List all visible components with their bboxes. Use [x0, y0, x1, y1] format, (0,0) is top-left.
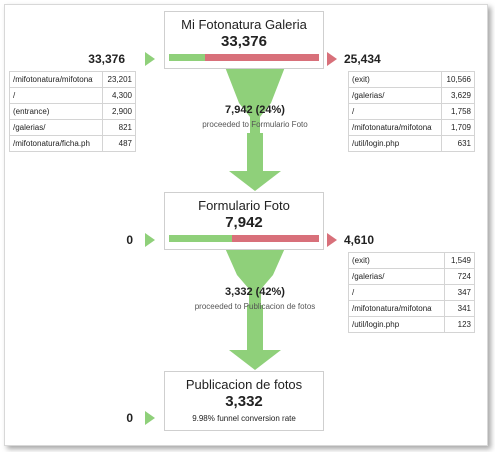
table-row[interactable]: /mifotonatura/ficha.ph 487 [9, 135, 137, 152]
exit-path: /util/login.php [352, 320, 400, 329]
exit-count: 1,709 [440, 119, 476, 136]
exit-bar-segment [205, 54, 319, 61]
exit-path: / [352, 288, 355, 297]
source-path: /mifotonatura/ficha.ph [13, 139, 90, 148]
step-title: Publicacion de fotos [185, 377, 303, 392]
funnel-visualization-panel: Mi Fotonatura Galeria 33,376 33,376 25,4… [4, 4, 488, 446]
funnel-flow-graphics [225, 67, 285, 370]
table-row[interactable]: /galerias/724 [347, 268, 475, 285]
funnel-shape-1 [225, 67, 285, 133]
exit-count: 347 [444, 284, 475, 301]
entered-count: 33,376 [88, 52, 125, 66]
step-value: 3,332 [225, 393, 263, 410]
exit-path: /mifotonatura/mifotonatu [352, 123, 432, 132]
step-box-3[interactable]: Publicacion de fotos 3,332 9.98% funnel … [164, 371, 324, 431]
table-row[interactable]: (exit) 1,549 [347, 252, 475, 269]
proceed-bar-segment [169, 235, 232, 242]
exited-count: 25,434 [344, 52, 381, 66]
exit-path: (exit) [352, 256, 370, 265]
table-row[interactable]: / 4,300 [9, 87, 137, 104]
table-row[interactable]: / 347 [347, 284, 475, 301]
funnel-shape-2 [225, 248, 285, 305]
exit-path: /galerias/ [352, 272, 385, 281]
exit-arrow-icon [327, 52, 337, 66]
table-row[interactable]: /util/login.php 631 [348, 135, 476, 152]
funnel-stem-2 [247, 305, 263, 350]
entry-arrow-icon [145, 52, 155, 66]
exited-count: 4,610 [344, 233, 375, 247]
exit-count: 123 [444, 316, 475, 333]
flow-caption-1: proceeded to Formulario Foto [202, 120, 308, 129]
source-count: 4,300 [101, 87, 137, 104]
funnel-arrowhead-2 [229, 350, 281, 370]
table-row[interactable]: /mifotonatura/mifotonatu 341 [347, 300, 475, 317]
source-count: 821 [101, 119, 137, 136]
table-row[interactable]: /galerias/3,629 [348, 87, 476, 104]
table-row[interactable]: /mifotonatura/mifotonatu 1,709 [348, 119, 476, 136]
table-row[interactable]: (exit) 10,566 [348, 71, 476, 88]
exit-path: (exit) [352, 75, 370, 84]
source-path: /galerias/ [13, 123, 46, 132]
step-value: 7,942 [225, 214, 263, 231]
source-path: (entrance) [13, 107, 50, 116]
exit-count: 10,566 [440, 71, 476, 88]
source-count: 2,900 [101, 103, 137, 120]
exit-count: 1,549 [444, 252, 475, 269]
table-row[interactable]: / 1,758 [348, 103, 476, 120]
exit-destinations-table-2: (exit) 1,549 /galerias/724 / 347 /mifotona… [347, 252, 475, 333]
exit-path: / [352, 107, 355, 116]
step-value: 33,376 [221, 33, 267, 50]
table-row[interactable]: (entrance) 2,900 [9, 103, 137, 120]
exit-path: /galerias/ [352, 91, 385, 100]
table-row[interactable]: /galerias/821 [9, 119, 137, 136]
exit-path: /mifotonatura/mifotonatu [352, 304, 432, 313]
flow-value-2: 3,332 (42%) [225, 286, 285, 298]
source-count: 23,201 [101, 71, 137, 88]
entered-count: 0 [126, 411, 133, 425]
exit-bar-segment [232, 235, 319, 242]
step-title: Mi Fotonatura Galeria [181, 17, 307, 32]
source-path: /mifotonatura/mifotonatu [13, 75, 93, 84]
exit-count: 724 [444, 268, 475, 285]
step-bar-1 [169, 54, 319, 61]
entered-count: 0 [126, 233, 133, 247]
funnel-arrowhead-1 [229, 171, 281, 191]
exit-arrow-icon [327, 233, 337, 247]
exit-path: /util/login.php [352, 139, 400, 148]
conversion-rate: 9.98% funnel conversion rate [192, 414, 296, 423]
flow-value-1: 7,942 (24%) [225, 104, 285, 116]
table-row[interactable]: /util/login.php 123 [347, 316, 475, 333]
flow-caption-2: proceeded to Publicacion de fotos [194, 302, 316, 311]
exit-count: 631 [440, 135, 476, 152]
entrance-sources-table-1: /mifotonatura/mifotonatu 23,201 / 4,300 (e… [9, 71, 137, 152]
exit-count: 341 [444, 300, 475, 317]
entry-arrow-icon [145, 411, 155, 425]
entry-arrow-icon [145, 233, 155, 247]
step-title: Formulario Foto [198, 198, 290, 213]
exit-count: 1,758 [440, 103, 476, 120]
source-count: 487 [101, 135, 137, 152]
step-bar-2 [169, 235, 319, 242]
table-row[interactable]: /mifotonatura/mifotonatu 23,201 [9, 71, 137, 88]
source-path: / [13, 91, 16, 100]
exit-destinations-table-1: (exit) 10,566 /galerias/3,629 / 1,758 /mif… [348, 71, 476, 152]
exit-count: 3,629 [440, 87, 476, 104]
funnel-stem-1 [247, 133, 263, 171]
proceed-bar-segment [169, 54, 205, 61]
